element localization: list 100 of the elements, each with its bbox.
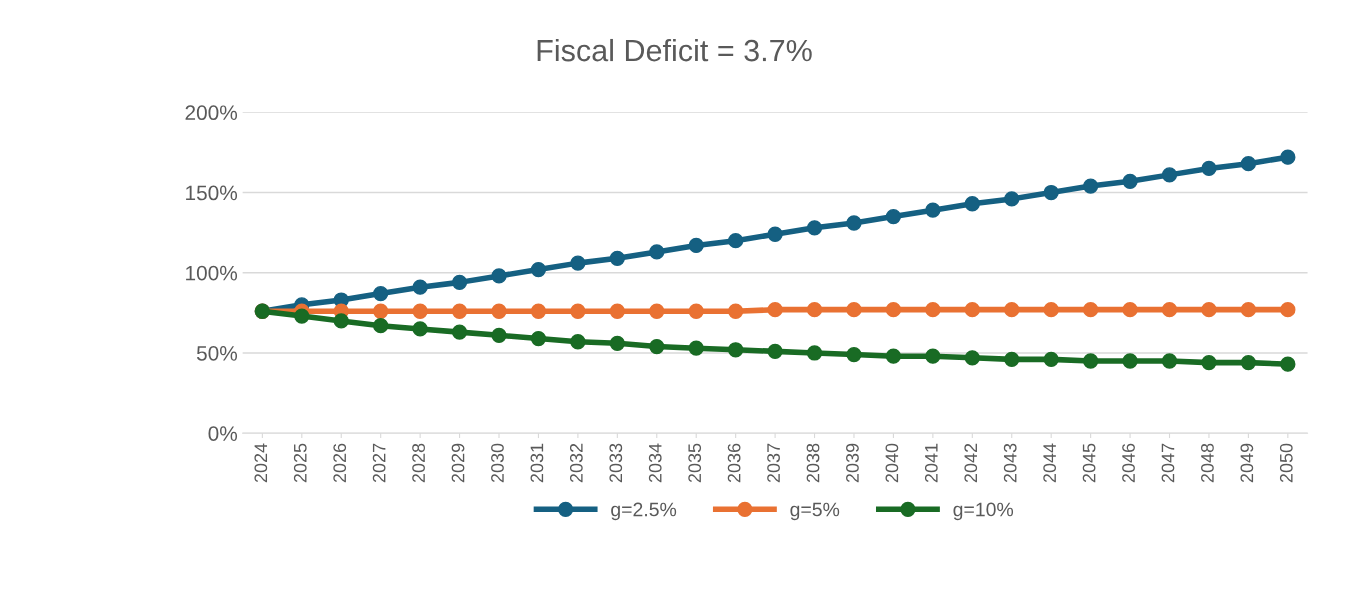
point [649, 303, 665, 319]
point [1240, 354, 1257, 371]
y-tick-label: 200% [185, 105, 238, 121]
point [767, 302, 783, 318]
point [570, 303, 586, 319]
x-tick-label: 2043 [1003, 443, 1017, 483]
point [451, 274, 468, 291]
y-tick-label: 100% [186, 265, 238, 281]
x-tick-label: 2048 [1201, 443, 1214, 483]
x-tick-label: 2041 [924, 443, 938, 483]
point [530, 330, 547, 347]
x-tick-label: 2050 [1279, 443, 1293, 483]
legend-label: g=2.5% [611, 502, 677, 521]
x-tick-label: 2042 [964, 443, 978, 483]
legend-label: g=10% [953, 502, 1014, 521]
point [885, 302, 902, 318]
point [767, 343, 783, 360]
x-tick-label: 2040 [885, 443, 899, 483]
point [1043, 302, 1059, 318]
point [688, 237, 704, 254]
point [885, 348, 902, 364]
point [412, 303, 428, 319]
point [333, 313, 349, 329]
x-tick-label: 2044 [1043, 443, 1057, 483]
point [846, 302, 862, 318]
point [964, 302, 980, 318]
point [1161, 167, 1178, 183]
point [491, 268, 507, 284]
point [1240, 302, 1257, 318]
point [806, 302, 823, 318]
point [1201, 354, 1217, 371]
point [373, 285, 389, 302]
point [649, 338, 665, 355]
x-tick-label: 2031 [530, 443, 544, 483]
x-tick-label: 2030 [491, 443, 504, 483]
chart-title: Fiscal Deficit = 3.7% [537, 38, 812, 62]
point [1082, 302, 1099, 318]
x-tick-label: 2034 [648, 443, 662, 483]
point [412, 321, 428, 337]
y-tick-label: 50% [196, 345, 238, 361]
point [373, 318, 389, 334]
point [649, 244, 665, 260]
x-tick-label: 2025 [293, 443, 307, 483]
y-tick-label: 150% [186, 185, 238, 201]
x-tick-label: 2049 [1240, 443, 1254, 483]
point [1280, 356, 1296, 372]
x-tick-label: 2027 [372, 443, 386, 483]
point [1161, 353, 1178, 369]
point [925, 202, 941, 218]
point [1280, 149, 1296, 165]
legend-label: g=5% [790, 502, 840, 521]
x-tick-label: 2039 [846, 443, 859, 483]
point [294, 308, 310, 324]
point [451, 324, 468, 340]
x-tick-label: 2038 [806, 443, 820, 483]
point [846, 215, 862, 231]
point [1082, 353, 1099, 369]
point [728, 342, 744, 358]
x-tick-label: 2026 [333, 443, 347, 483]
point [570, 334, 586, 350]
point [885, 208, 902, 225]
point [451, 303, 468, 319]
point [688, 303, 704, 319]
point [1082, 178, 1099, 194]
x-tick-label: 2029 [451, 443, 465, 483]
point [491, 327, 507, 343]
point [570, 255, 586, 271]
x-tick-label: 2046 [1122, 443, 1135, 483]
point [1122, 173, 1138, 189]
point [609, 250, 625, 266]
point [925, 302, 941, 318]
point [767, 226, 783, 242]
point [530, 303, 547, 319]
point [609, 303, 625, 319]
point [1201, 160, 1217, 177]
point [373, 303, 389, 319]
x-tick-label: 2037 [767, 443, 780, 483]
point [728, 303, 744, 319]
x-tick-label: 2047 [1161, 443, 1175, 483]
point [925, 348, 941, 364]
x-tick-label: 2035 [688, 443, 702, 483]
y-tick-label: 0% [208, 426, 238, 441]
point [806, 345, 823, 361]
point [1161, 302, 1178, 318]
x-tick-label: 2045 [1082, 443, 1096, 483]
point [806, 220, 823, 236]
point [688, 340, 704, 356]
x-tick-label: 2036 [727, 443, 741, 483]
point [530, 261, 547, 278]
x-tick-label: 2033 [609, 443, 623, 483]
point [1004, 302, 1020, 318]
point [964, 350, 980, 366]
point [1004, 191, 1020, 207]
point [609, 335, 625, 351]
point [964, 196, 980, 212]
point [1043, 351, 1059, 368]
point [1122, 302, 1138, 318]
point [491, 303, 507, 319]
point [1122, 353, 1138, 369]
point [412, 279, 428, 295]
